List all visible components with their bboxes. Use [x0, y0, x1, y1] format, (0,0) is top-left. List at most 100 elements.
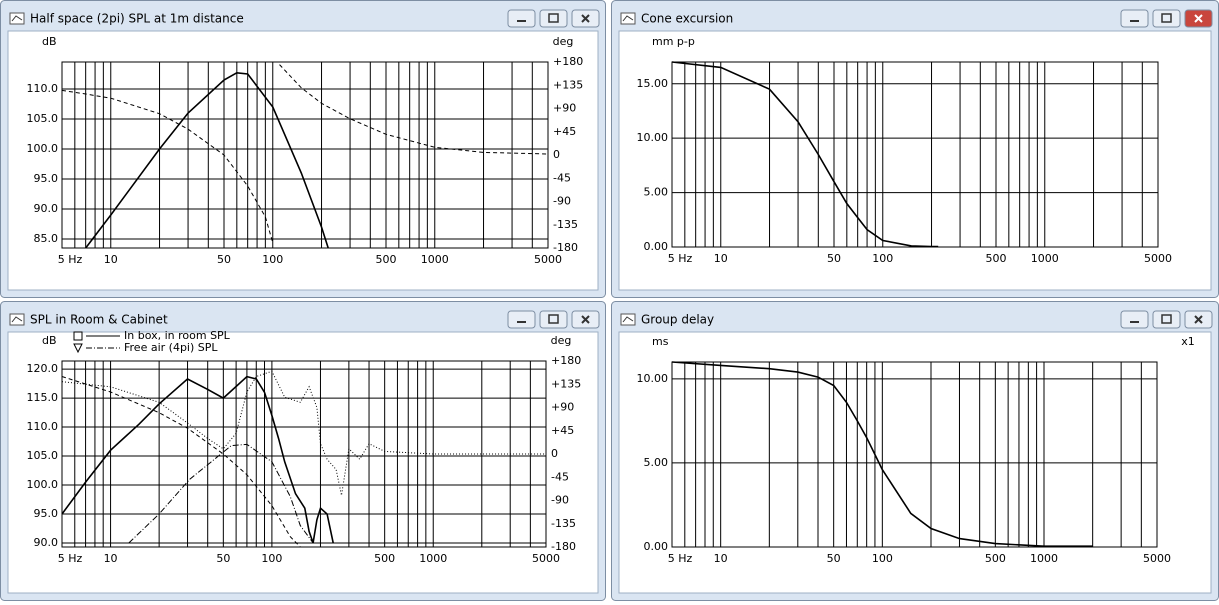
minimize-button[interactable] [507, 310, 536, 329]
window-icon [9, 12, 25, 25]
maximize-icon [548, 13, 559, 23]
x-tick-label: 100 [872, 552, 893, 565]
maximize-button[interactable] [1152, 9, 1181, 28]
x-tick-label: 500 [374, 552, 395, 565]
minimize-button[interactable] [1120, 9, 1149, 28]
maximize-button[interactable] [539, 9, 568, 28]
y-axis-label: dB [42, 334, 57, 347]
x-tick-label: 50 [827, 552, 841, 565]
y2-tick-label: -180 [553, 241, 578, 254]
y-tick-label: 10.00 [637, 131, 669, 144]
close-icon [581, 315, 590, 324]
x-tick-label: 10 [714, 552, 728, 565]
x-tick-label: 5000 [1144, 252, 1172, 265]
legend-label: Free air (4pi) SPL [124, 341, 218, 354]
x-tick-label: 1000 [1030, 552, 1058, 565]
y-tick-label: 95.0 [34, 172, 59, 185]
x-tick-label: 500 [986, 252, 1007, 265]
x-tick-label: 5 Hz [58, 253, 83, 266]
y-tick-label: 10.00 [637, 372, 669, 385]
y-tick-label: 0.00 [644, 240, 669, 253]
x-tick-label: 500 [985, 552, 1006, 565]
minimize-button[interactable] [1120, 310, 1149, 329]
y2-tick-label: -135 [551, 517, 576, 530]
x-tick-label: 500 [376, 253, 397, 266]
y-tick-label: 95.0 [34, 507, 59, 520]
y2-tick-label: -180 [551, 540, 576, 553]
y2-axis-label: deg [553, 35, 574, 48]
y2-tick-label: +180 [553, 55, 583, 68]
curve [61, 64, 549, 243]
maximize-button[interactable] [1152, 310, 1181, 329]
y2-axis-label: x1 [1181, 335, 1195, 348]
y2-tick-label: 0 [553, 148, 560, 161]
window: SPL in Room & Cabinet 5 Hz 10 50 100 500 1000 5… [0, 301, 606, 601]
x-tick-label: 10 [714, 252, 728, 265]
plot-border [671, 361, 1158, 548]
minimize-icon [1130, 321, 1139, 323]
window-title: Half space (2pi) SPL at 1m distance [30, 12, 244, 26]
curve [671, 361, 1093, 547]
window-title: SPL in Room & Cabinet [30, 313, 168, 327]
window: Cone excursion 5 Hz 10 50 100 500 1000 5000 0.00… [611, 0, 1219, 298]
x-tick-label: 5000 [1143, 552, 1171, 565]
curve [128, 443, 314, 544]
y-tick-label: 100.0 [27, 142, 59, 155]
x-tick-label: 1000 [421, 253, 449, 266]
client-area [7, 331, 599, 594]
y-tick-label: 85.0 [34, 232, 59, 245]
maximize-icon [1161, 13, 1172, 23]
y-tick-label: 15.00 [637, 77, 669, 90]
y2-tick-label: +135 [551, 377, 581, 390]
y-axis-label: mm p-p [652, 35, 695, 48]
window-icon [620, 313, 636, 326]
minimize-button[interactable] [507, 9, 536, 28]
window: Group delay 5 Hz 10 50 100 500 1000 5000 0.00 5.0… [611, 301, 1219, 601]
y-tick-label: 5.00 [644, 456, 669, 469]
y-tick-label: 105.0 [27, 112, 59, 125]
y2-tick-label: -90 [551, 494, 569, 507]
y-tick-label: 0.00 [644, 540, 669, 553]
y-axis-label: ms [652, 335, 669, 348]
x-tick-label: 50 [827, 252, 841, 265]
minimize-icon [517, 20, 526, 22]
y-tick-label: 110.0 [27, 82, 59, 95]
x-tick-label: 1000 [1031, 252, 1059, 265]
y2-tick-label: +180 [551, 354, 581, 367]
close-icon [581, 14, 590, 23]
window-title: Group delay [641, 313, 714, 327]
y2-tick-label: -135 [553, 218, 578, 231]
x-tick-label: 100 [872, 252, 893, 265]
x-tick-label: 100 [262, 253, 283, 266]
curve [61, 370, 546, 496]
minimize-icon [1130, 20, 1139, 22]
close-icon [1194, 14, 1203, 23]
legend-marker [73, 343, 83, 354]
window-icon-graph [11, 316, 23, 323]
curve [61, 376, 301, 548]
window-icon-graph [622, 15, 634, 22]
minimize-icon [517, 321, 526, 323]
legend-label: In box, in room SPL [124, 329, 231, 342]
maximize-button[interactable] [539, 310, 568, 329]
y2-tick-label: +90 [551, 401, 574, 414]
y2-axis-label: deg [551, 334, 572, 347]
window-icon-graph [11, 15, 23, 22]
maximize-icon [548, 314, 559, 324]
curve [671, 61, 939, 248]
x-tick-label: 5000 [532, 552, 560, 565]
curve [85, 71, 329, 249]
legend-marker [73, 331, 83, 341]
window: Half space (2pi) SPL at 1m distance 5 Hz 1… [0, 0, 606, 298]
y2-tick-label: -90 [553, 195, 571, 208]
y-axis-label: dB [42, 35, 57, 48]
x-tick-label: 10 [104, 552, 118, 565]
window-icon [9, 313, 25, 326]
client-area [7, 30, 599, 291]
x-tick-label: 50 [216, 552, 230, 565]
plot-border [61, 360, 547, 548]
y2-tick-label: -45 [553, 171, 571, 184]
x-tick-label: 1000 [419, 552, 447, 565]
